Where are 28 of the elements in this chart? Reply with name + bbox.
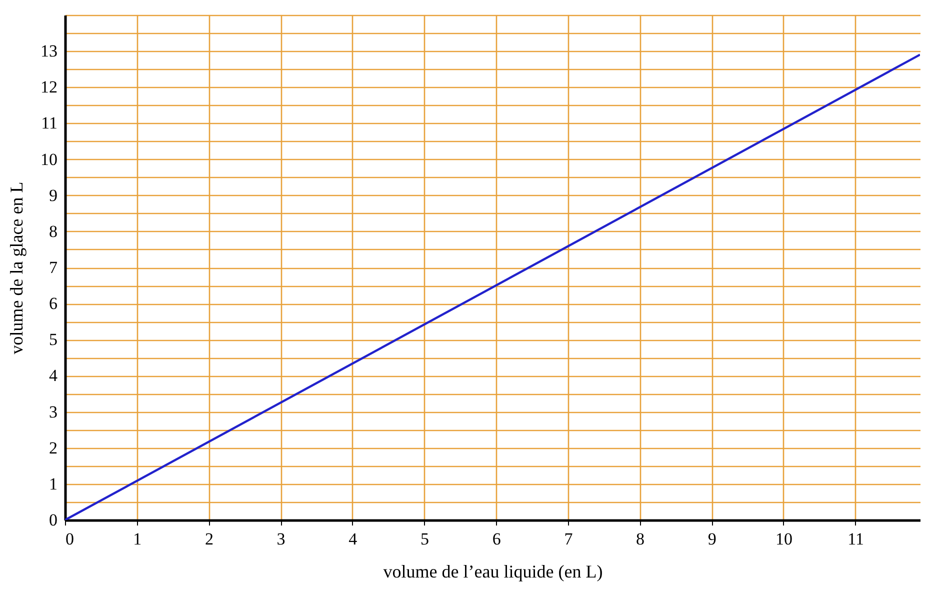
x-tick-label: 11 xyxy=(848,530,864,548)
y-axis-title: volume de la glace en L xyxy=(6,182,26,354)
x-axis-title: volume de l’eau liquide (en L) xyxy=(383,562,603,582)
y-tick-label: 0 xyxy=(49,510,58,530)
x-tick-label: 5 xyxy=(420,530,429,548)
x-tick-label: 7 xyxy=(564,530,574,548)
x-tick-label: 4 xyxy=(348,530,358,548)
y-tick-label: 6 xyxy=(49,294,58,314)
x-tick-label: 6 xyxy=(492,530,501,548)
x-tick-label: 0 xyxy=(66,530,74,548)
x-tick-label: 2 xyxy=(204,530,214,548)
y-tick-label: 11 xyxy=(41,114,58,133)
y-tick-label: 3 xyxy=(49,402,58,422)
y-tick-label: 7 xyxy=(49,258,58,277)
y-tick-label: 10 xyxy=(40,150,58,169)
y-tick-label: 13 xyxy=(40,42,58,61)
y-tick-label: 2 xyxy=(49,438,58,458)
x-tick-label: 8 xyxy=(636,530,645,548)
y-tick-label: 12 xyxy=(40,78,58,97)
x-tick-label: 1 xyxy=(133,530,142,548)
x-tick-label: 9 xyxy=(708,530,716,548)
y-tick-label: 9 xyxy=(49,186,58,205)
x-tick-label: 10 xyxy=(775,530,792,548)
x-tick-label: 3 xyxy=(276,530,286,548)
y-tick-label: 5 xyxy=(49,330,58,350)
y-tick-label: 1 xyxy=(49,474,58,494)
y-tick-label: 4 xyxy=(49,366,58,386)
y-tick-label: 8 xyxy=(49,222,58,241)
